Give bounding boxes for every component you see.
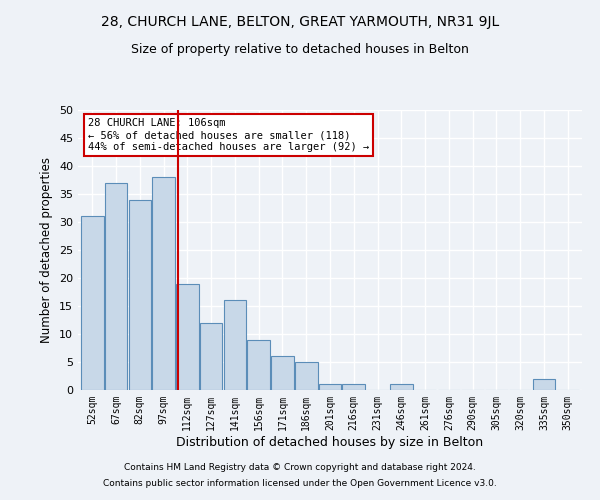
Bar [319, 384, 341, 390]
X-axis label: Distribution of detached houses by size in Belton: Distribution of detached houses by size … [176, 436, 484, 448]
Bar [105, 183, 127, 390]
Bar [247, 340, 270, 390]
Bar [224, 300, 246, 390]
Bar [295, 362, 317, 390]
Bar [152, 177, 175, 390]
Bar [533, 379, 555, 390]
Y-axis label: Number of detached properties: Number of detached properties [40, 157, 53, 343]
Text: Size of property relative to detached houses in Belton: Size of property relative to detached ho… [131, 42, 469, 56]
Text: 28, CHURCH LANE, BELTON, GREAT YARMOUTH, NR31 9JL: 28, CHURCH LANE, BELTON, GREAT YARMOUTH,… [101, 15, 499, 29]
Bar [176, 284, 199, 390]
Bar [81, 216, 104, 390]
Text: 28 CHURCH LANE: 106sqm
← 56% of detached houses are smaller (118)
44% of semi-de: 28 CHURCH LANE: 106sqm ← 56% of detached… [88, 118, 370, 152]
Text: Contains public sector information licensed under the Open Government Licence v3: Contains public sector information licen… [103, 478, 497, 488]
Bar [200, 323, 223, 390]
Bar [390, 384, 413, 390]
Bar [343, 384, 365, 390]
Bar [271, 356, 294, 390]
Text: Contains HM Land Registry data © Crown copyright and database right 2024.: Contains HM Land Registry data © Crown c… [124, 464, 476, 472]
Bar [128, 200, 151, 390]
